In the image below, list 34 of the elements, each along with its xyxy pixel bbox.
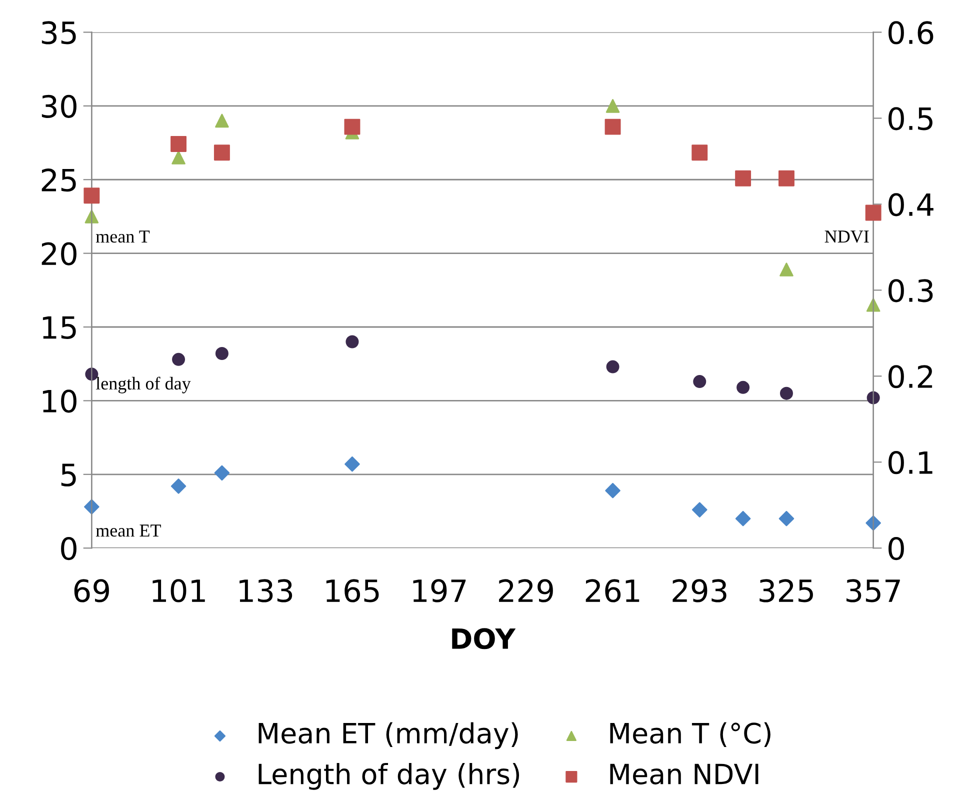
y2-tick-label: 0 [888,537,904,560]
y-tick-label: 0 [61,537,76,560]
y-tick-label: 5 [61,464,76,486]
y-tick-label: 30 [42,94,76,118]
y2-tick-label: 0.4 [888,193,934,216]
x-tick-label: 101 [152,579,205,602]
y2-tick-label: 0.2 [888,365,932,388]
x-tick-label: 325 [760,579,813,602]
y-tick-label: 10 [42,390,76,413]
annotation: NDVI [824,230,869,243]
x-tick-label: 133 [240,579,292,602]
x-axis-title: DOY [452,628,516,650]
y-tick-label: 25 [42,168,76,192]
y-tick-label: 35 [42,21,76,44]
x-tick-label: 229 [499,579,553,602]
x-tick-label: 165 [326,579,379,602]
x-tick-label: 197 [413,579,466,602]
x-tick-label: 69 [74,579,109,602]
y-tick-label: 15 [42,316,76,340]
annotation: length of day [96,376,191,394]
y2-tick-label: 0.1 [888,451,932,474]
x-tick-label: 261 [586,579,640,602]
legend-label: Length of day (hrs) [258,762,520,790]
annotation: mean ET [96,524,161,537]
y2-tick-label: 0.3 [888,279,933,302]
legend-label: Mean NDVI [610,764,758,784]
x-tick-label: 293 [672,579,726,602]
y2-tick-label: 0.5 [888,107,932,130]
legend-label: Mean T (°C) [610,722,770,747]
legend-label: Mean ET (mm/day) [258,722,518,750]
x-tick-label: 357 [846,579,900,602]
y-tick-label: 20 [42,242,76,266]
y2-tick-label: 0.6 [888,21,934,44]
annotation: mean T [96,230,150,243]
